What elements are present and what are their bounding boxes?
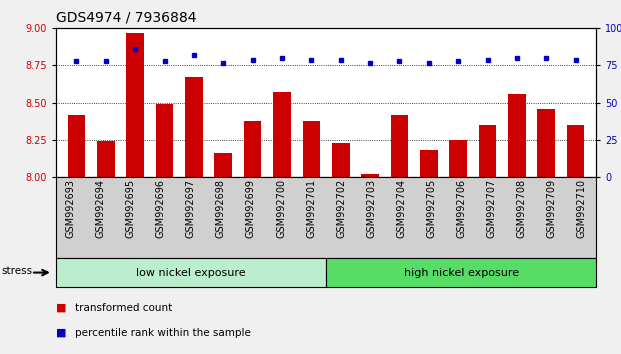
Text: transformed count: transformed count [75, 303, 172, 313]
Bar [391, 115, 408, 177]
Text: GSM992695: GSM992695 [126, 179, 136, 238]
Text: low nickel exposure: low nickel exposure [136, 268, 246, 278]
Bar [126, 33, 144, 177]
Text: high nickel exposure: high nickel exposure [404, 268, 519, 278]
Text: GSM992707: GSM992707 [486, 179, 496, 238]
Bar [156, 104, 173, 177]
Text: GSM992694: GSM992694 [96, 179, 106, 238]
Bar [185, 78, 202, 177]
Text: GDS4974 / 7936884: GDS4974 / 7936884 [56, 11, 196, 25]
Text: GSM992703: GSM992703 [366, 179, 376, 238]
Bar [97, 141, 115, 177]
Text: GSM992709: GSM992709 [546, 179, 556, 238]
Text: GSM992701: GSM992701 [306, 179, 316, 238]
Bar [68, 115, 85, 177]
Text: ■: ■ [56, 328, 66, 338]
Text: percentile rank within the sample: percentile rank within the sample [75, 328, 250, 338]
Bar [508, 94, 526, 177]
Bar [479, 125, 496, 177]
Bar [361, 174, 379, 177]
Text: GSM992696: GSM992696 [156, 179, 166, 238]
Text: GSM992705: GSM992705 [426, 179, 436, 238]
Bar [332, 143, 350, 177]
Bar [214, 153, 232, 177]
Bar [302, 120, 320, 177]
Bar [567, 125, 584, 177]
Text: GSM992710: GSM992710 [576, 179, 586, 238]
Text: GSM992697: GSM992697 [186, 179, 196, 238]
Bar [244, 120, 261, 177]
Text: GSM992704: GSM992704 [396, 179, 406, 238]
Text: GSM992708: GSM992708 [516, 179, 526, 238]
Text: GSM992706: GSM992706 [456, 179, 466, 238]
Bar [537, 109, 555, 177]
Text: GSM992698: GSM992698 [216, 179, 226, 238]
Text: GSM992702: GSM992702 [336, 179, 346, 238]
Text: stress: stress [1, 266, 32, 276]
Text: GSM992699: GSM992699 [246, 179, 256, 238]
Bar [450, 140, 467, 177]
Text: GSM992693: GSM992693 [66, 179, 76, 238]
Bar [273, 92, 291, 177]
Text: ■: ■ [56, 303, 66, 313]
Text: GSM992700: GSM992700 [276, 179, 286, 238]
Bar [420, 150, 438, 177]
